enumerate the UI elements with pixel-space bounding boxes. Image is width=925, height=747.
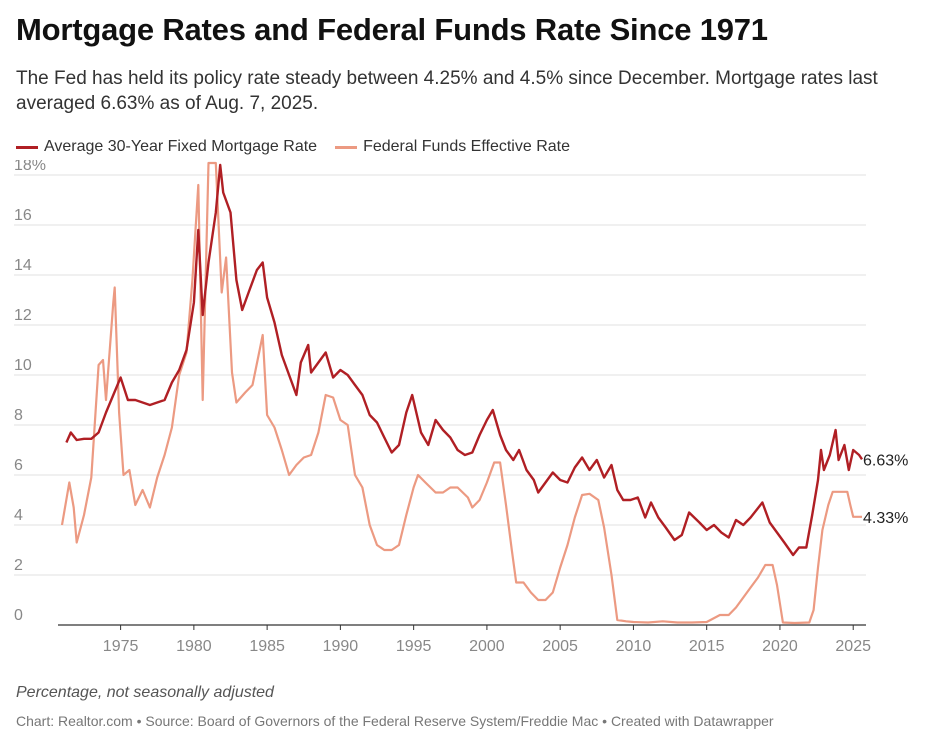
x-tick-label: 1995 xyxy=(396,638,432,655)
legend-item-fedfunds: Federal Funds Effective Rate xyxy=(335,138,570,156)
series-line-mortgage xyxy=(65,163,863,557)
chart-title: Mortgage Rates and Federal Funds Rate Si… xyxy=(16,12,768,47)
y-tick-label: 6 xyxy=(14,457,23,474)
legend-swatch-mortgage xyxy=(16,145,38,149)
y-tick-label: 16 xyxy=(14,207,32,224)
legend: Average 30-Year Fixed Mortgage Rate Fede… xyxy=(16,136,588,158)
y-tick-label: 4 xyxy=(14,507,23,524)
legend-label-mortgage: Average 30-Year Fixed Mortgage Rate xyxy=(44,138,318,155)
y-tick-label: 14 xyxy=(14,257,32,274)
x-tick-label: 1985 xyxy=(249,638,285,655)
end-label-fedfunds: 4.33% xyxy=(863,510,908,527)
x-tick-label: 2015 xyxy=(689,638,725,655)
chart-footer: Chart: Realtor.com • Source: Board of Go… xyxy=(16,713,774,729)
chart-note: Percentage, not seasonally adjusted xyxy=(16,684,274,701)
x-tick-label: 1975 xyxy=(103,638,139,655)
y-tick-label: 2 xyxy=(14,557,23,574)
x-axis-tick-labels: 1975 1980 1985 1990 1995 2000 2005 2010 2015 2020… xyxy=(103,625,871,655)
y-tick-label: 18% xyxy=(14,160,46,174)
y-tick-label: 10 xyxy=(14,357,32,374)
x-tick-label: 2005 xyxy=(542,638,578,655)
y-axis-tick-labels: 0 2 4 6 8 10 12 14 16 18% xyxy=(14,160,46,624)
y-tick-label: 8 xyxy=(14,407,23,424)
line-chart: 0 2 4 6 8 10 12 14 16 18% 1975 1980 1985 1990 1995 200… xyxy=(14,160,908,655)
x-tick-label: 2000 xyxy=(469,638,505,655)
y-tick-label: 0 xyxy=(14,607,23,624)
y-tick-label: 12 xyxy=(14,307,32,324)
x-tick-label: 1990 xyxy=(323,638,359,655)
legend-label-fedfunds: Federal Funds Effective Rate xyxy=(363,138,570,155)
x-tick-label: 2010 xyxy=(616,638,652,655)
series-line-fedfunds xyxy=(60,161,862,625)
legend-swatch-fedfunds xyxy=(335,145,358,149)
grid-lines xyxy=(14,174,866,576)
chart-subtitle: The Fed has held its policy rate steady … xyxy=(16,68,878,114)
x-tick-label: 2025 xyxy=(835,638,871,655)
legend-item-mortgage: Average 30-Year Fixed Mortgage Rate xyxy=(16,138,317,156)
x-tick-label: 2020 xyxy=(762,638,798,655)
end-label-mortgage: 6.63% xyxy=(863,452,908,469)
x-tick-label: 1980 xyxy=(176,638,212,655)
